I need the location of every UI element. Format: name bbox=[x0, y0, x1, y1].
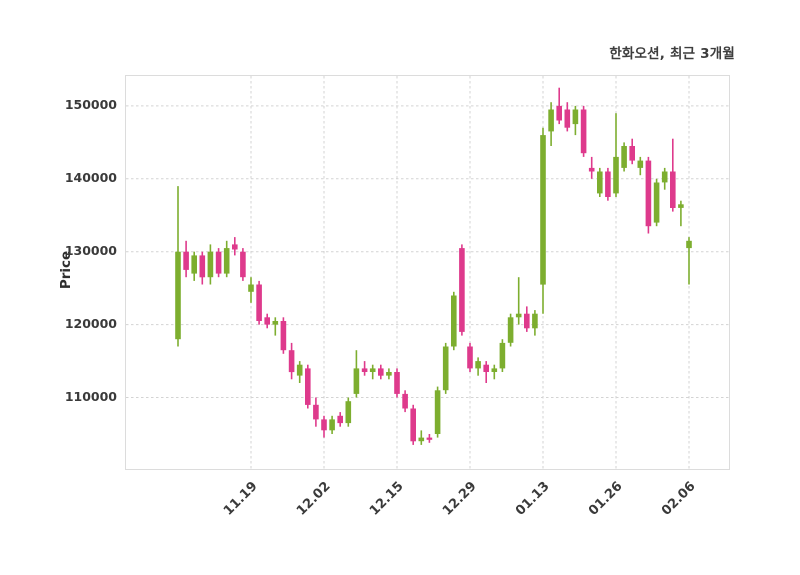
y-tick-label: 120000 bbox=[64, 315, 117, 331]
x-tick-label: 12.15 bbox=[366, 479, 407, 519]
candlestick-svg bbox=[126, 76, 729, 469]
x-tick-label: 12.29 bbox=[439, 479, 480, 519]
y-tick-label: 150000 bbox=[64, 96, 117, 112]
x-tick-label: 01.26 bbox=[585, 479, 626, 519]
y-tick-label: 110000 bbox=[64, 388, 117, 404]
x-tick-label: 01.13 bbox=[512, 479, 553, 519]
x-tick-label: 02.06 bbox=[658, 479, 699, 519]
plot-area bbox=[125, 75, 730, 470]
y-tick-label: 140000 bbox=[64, 169, 117, 185]
x-tick-label: 12.02 bbox=[293, 479, 334, 519]
y-tick-label: 130000 bbox=[64, 242, 117, 258]
chart-title: 한화오션, 최근 3개월 bbox=[609, 46, 735, 62]
x-tick-label: 11.19 bbox=[220, 479, 261, 519]
